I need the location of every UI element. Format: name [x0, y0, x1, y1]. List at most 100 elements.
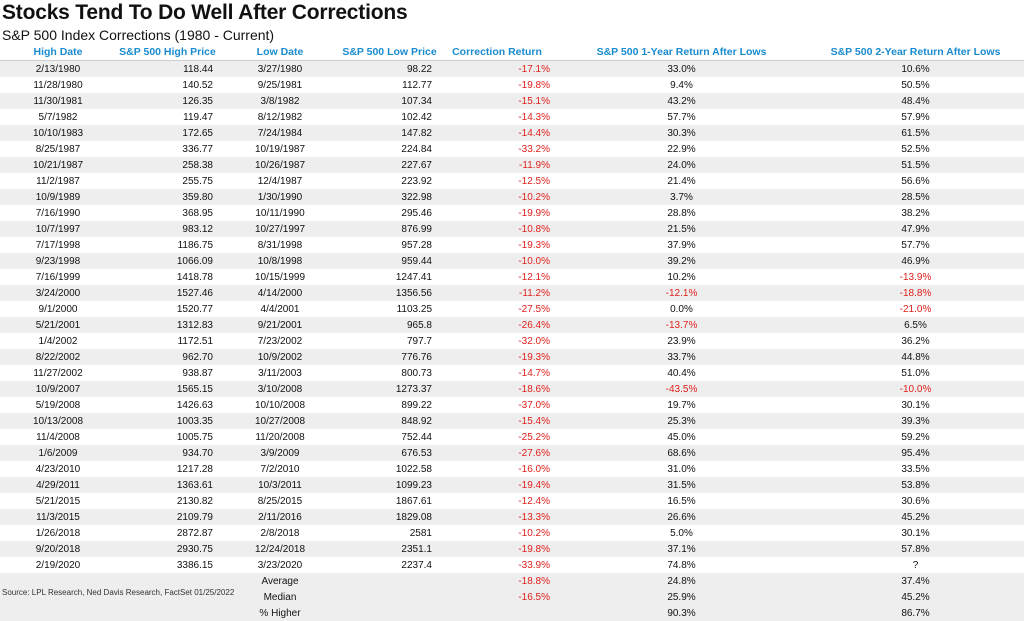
high-price-cell: 2109.79: [116, 509, 219, 525]
low-date-cell: 12/24/2018: [219, 541, 341, 557]
low-date-cell: 3/9/2009: [219, 445, 341, 461]
two-year-return-cell: 59.2%: [807, 429, 1024, 445]
two-year-return-cell: -21.0%: [807, 301, 1024, 317]
high-price-cell: 962.70: [116, 349, 219, 365]
high-price-cell: 2872.87: [116, 525, 219, 541]
low-price-cell: 957.28: [341, 237, 438, 253]
high-date-cell: 4/29/2011: [0, 477, 116, 493]
two-year-return-cell: 6.5%: [807, 317, 1024, 333]
high-date-cell: 5/21/2001: [0, 317, 116, 333]
low-price-cell: 776.76: [341, 349, 438, 365]
one-year-return-cell: 33.0%: [556, 61, 807, 78]
low-price-cell: 1099.23: [341, 477, 438, 493]
low-price-cell: 223.92: [341, 173, 438, 189]
one-year-return-cell: 30.3%: [556, 125, 807, 141]
high-price-cell: 119.47: [116, 109, 219, 125]
two-year-return-cell: 44.8%: [807, 349, 1024, 365]
correction-return-cell: -17.1%: [438, 61, 556, 78]
one-year-return-cell: 25.3%: [556, 413, 807, 429]
correction-return-cell: -19.3%: [438, 237, 556, 253]
correction-return-cell: -14.3%: [438, 109, 556, 125]
correction-return-cell: -19.8%: [438, 77, 556, 93]
one-year-return-cell: 10.2%: [556, 269, 807, 285]
two-year-return-cell: 95.4%: [807, 445, 1024, 461]
low-price-cell: 1867.61: [341, 493, 438, 509]
high-price-cell: 2130.82: [116, 493, 219, 509]
low-date-cell: 3/11/2003: [219, 365, 341, 381]
high-date-cell: 8/22/2002: [0, 349, 116, 365]
summary-one-year-return: 24.8%: [556, 573, 807, 589]
low-date-cell: 3/23/2020: [219, 557, 341, 573]
summary-blank-cell: [0, 573, 116, 589]
low-date-cell: 10/26/1987: [219, 157, 341, 173]
header-high-price: S&P 500 High Price: [116, 44, 219, 61]
high-price-cell: 1217.28: [116, 461, 219, 477]
correction-return-cell: -14.4%: [438, 125, 556, 141]
high-price-cell: 2930.75: [116, 541, 219, 557]
high-date-cell: 1/6/2009: [0, 445, 116, 461]
high-date-cell: 5/21/2015: [0, 493, 116, 509]
high-date-cell: 11/30/1981: [0, 93, 116, 109]
high-date-cell: 10/21/1987: [0, 157, 116, 173]
one-year-return-cell: 43.2%: [556, 93, 807, 109]
high-price-cell: 1172.51: [116, 333, 219, 349]
two-year-return-cell: 28.5%: [807, 189, 1024, 205]
low-price-cell: 676.53: [341, 445, 438, 461]
high-price-cell: 983.12: [116, 221, 219, 237]
two-year-return-cell: 61.5%: [807, 125, 1024, 141]
one-year-return-cell: 40.4%: [556, 365, 807, 381]
two-year-return-cell: 30.1%: [807, 397, 1024, 413]
high-price-cell: 938.87: [116, 365, 219, 381]
summary-one-year-return: 90.3%: [556, 605, 807, 621]
two-year-return-cell: 39.3%: [807, 413, 1024, 429]
one-year-return-cell: 45.0%: [556, 429, 807, 445]
summary-blank-cell: [0, 605, 116, 621]
high-price-cell: 1565.15: [116, 381, 219, 397]
header-low-price: S&P 500 Low Price: [341, 44, 438, 61]
low-price-cell: 899.22: [341, 397, 438, 413]
low-date-cell: 9/25/1981: [219, 77, 341, 93]
low-price-cell: 2351.1: [341, 541, 438, 557]
low-price-cell: 797.7: [341, 333, 438, 349]
one-year-return-cell: 26.6%: [556, 509, 807, 525]
one-year-return-cell: 28.8%: [556, 205, 807, 221]
summary-row: Average-18.8%24.8%37.4%: [0, 573, 1024, 589]
high-date-cell: 10/9/2007: [0, 381, 116, 397]
high-date-cell: 4/23/2010: [0, 461, 116, 477]
two-year-return-cell: -18.8%: [807, 285, 1024, 301]
two-year-return-cell: -13.9%: [807, 269, 1024, 285]
correction-return-cell: -37.0%: [438, 397, 556, 413]
high-date-cell: 7/17/1998: [0, 237, 116, 253]
low-date-cell: 2/11/2016: [219, 509, 341, 525]
one-year-return-cell: 21.4%: [556, 173, 807, 189]
summary-two-year-return: 37.4%: [807, 573, 1024, 589]
summary-blank-cell: [341, 605, 438, 621]
page-subtitle: S&P 500 Index Corrections (1980 - Curren…: [2, 27, 274, 43]
two-year-return-cell: 36.2%: [807, 333, 1024, 349]
correction-return-cell: -27.5%: [438, 301, 556, 317]
one-year-return-cell: 74.8%: [556, 557, 807, 573]
high-date-cell: 9/1/2000: [0, 301, 116, 317]
low-price-cell: 1356.56: [341, 285, 438, 301]
correction-return-cell: -12.5%: [438, 173, 556, 189]
high-date-cell: 1/26/2018: [0, 525, 116, 541]
high-price-cell: 255.75: [116, 173, 219, 189]
one-year-return-cell: 22.9%: [556, 141, 807, 157]
one-year-return-cell: 37.1%: [556, 541, 807, 557]
two-year-return-cell: 53.8%: [807, 477, 1024, 493]
low-date-cell: 10/19/1987: [219, 141, 341, 157]
low-date-cell: 7/2/2010: [219, 461, 341, 477]
high-date-cell: 2/13/1980: [0, 61, 116, 78]
two-year-return-cell: 38.2%: [807, 205, 1024, 221]
correction-return-cell: -10.2%: [438, 189, 556, 205]
